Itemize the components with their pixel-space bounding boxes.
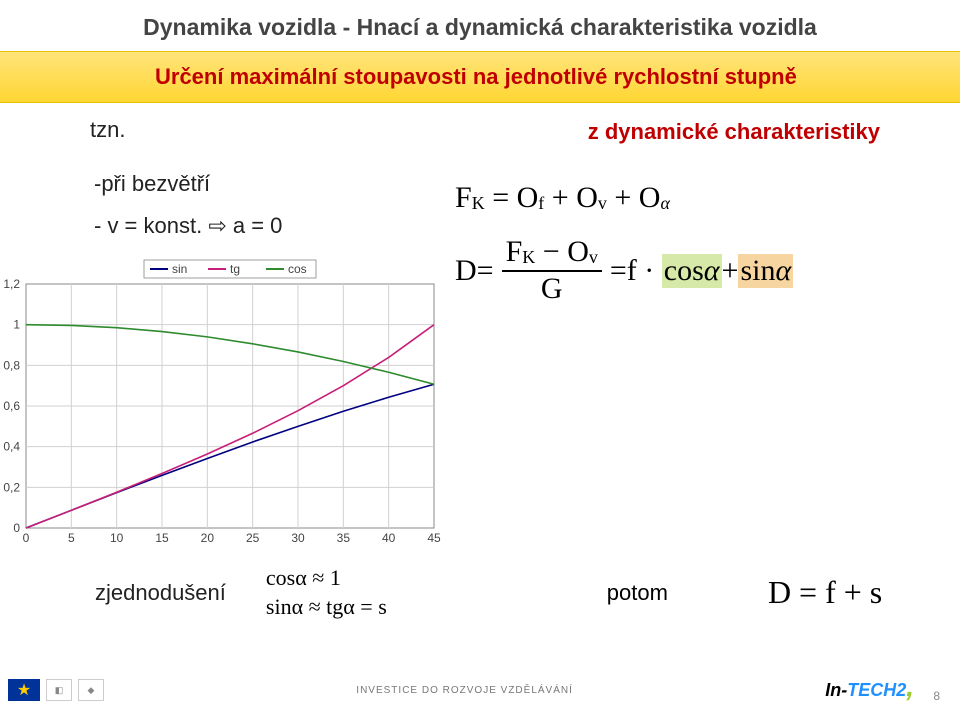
svg-text:0: 0 [13,521,20,535]
svg-text:20: 20 [201,531,215,545]
eu-flag-icon: ★ [8,679,40,701]
footer-text: INVESTICE DO ROZVOJE VZDĚLÁVÁNÍ [104,685,825,696]
page-number: 8 [933,689,940,703]
svg-text:30: 30 [291,531,305,545]
approx-block: cosα ≈ 1 sinα ≈ tgα = s [266,564,387,621]
svg-text:0,4: 0,4 [3,440,20,454]
bottom-row: zjednodušení cosα ≈ 1 sinα ≈ tgα = s pot… [95,564,882,621]
svg-text:cos: cos [288,262,307,276]
svg-text:10: 10 [110,531,124,545]
footer: ★ ◧ ◆ INVESTICE DO ROZVOJE VZDĚLÁVÁNÍ In… [0,669,960,711]
formula-1: FK = Of + Ov + Oα [455,181,793,215]
zjednoduseni-label: zjednodušení [95,580,226,606]
svg-text:45: 45 [427,531,441,545]
formula-2: D = FK − Ov G = f · cosα + sinα [455,235,793,306]
svg-text:0,6: 0,6 [3,399,20,413]
svg-text:1,2: 1,2 [3,277,20,291]
svg-text:sin: sin [172,262,187,276]
final-formula: D = f + s [768,574,882,611]
intech2-logo: In-TECH2, [825,680,914,700]
svg-text:40: 40 [382,531,396,545]
approx-sin: sinα ≈ tgα = s [266,593,387,622]
svg-text:15: 15 [155,531,169,545]
svg-text:0,2: 0,2 [3,480,20,494]
svg-text:0,8: 0,8 [3,358,20,372]
svg-text:5: 5 [68,531,75,545]
svg-text:25: 25 [246,531,260,545]
approx-cos: cosα ≈ 1 [266,564,387,593]
subtitle: Určení maximální stoupavosti na jednotli… [155,64,960,90]
formula-block: FK = Of + Ov + Oα D = FK − Ov G = f · c [455,181,793,306]
right-label: z dynamické charakteristiky [588,119,880,145]
esf-logo-icon: ◆ [78,679,104,701]
subtitle-bar: Určení maximální stoupavosti na jednotli… [0,51,960,103]
page-header: Dynamika vozidla - Hnací a dynamická cha… [0,0,960,51]
svg-text:tg: tg [230,262,240,276]
footer-right: In-TECH2, [825,680,914,701]
svg-text:35: 35 [337,531,351,545]
trig-chart: 0 0,2 0,4 0,6 0,8 1 1,2 0 5 10 15 20 25 30 35 40 45 sin tg… [0,254,450,554]
potom-label: potom [607,580,668,606]
svg-text:1: 1 [13,318,20,332]
footer-left: ★ ◧ ◆ [8,679,104,701]
gov-logo-icon: ◧ [46,679,72,701]
svg-text:0: 0 [23,531,30,545]
